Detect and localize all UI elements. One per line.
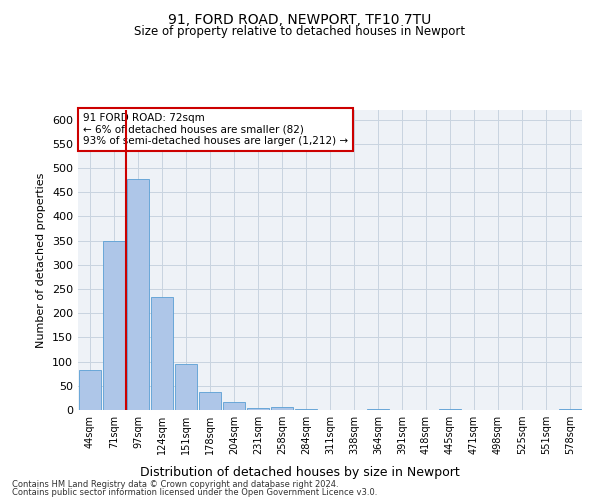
Bar: [199, 392, 221, 410]
Bar: [151, 298, 173, 410]
Y-axis label: Number of detached properties: Number of detached properties: [37, 172, 46, 348]
Bar: [439, 409, 461, 410]
Bar: [103, 240, 125, 410]
Bar: [223, 402, 245, 410]
Text: 91, FORD ROAD, NEWPORT, TF10 7TU: 91, FORD ROAD, NEWPORT, TF10 7TU: [169, 12, 431, 26]
Text: Size of property relative to detached houses in Newport: Size of property relative to detached ho…: [134, 25, 466, 38]
Bar: [367, 409, 389, 410]
Text: 91 FORD ROAD: 72sqm
← 6% of detached houses are smaller (82)
93% of semi-detache: 91 FORD ROAD: 72sqm ← 6% of detached hou…: [83, 113, 348, 146]
Bar: [175, 364, 197, 410]
Bar: [295, 409, 317, 410]
Bar: [559, 409, 581, 410]
Text: Distribution of detached houses by size in Newport: Distribution of detached houses by size …: [140, 466, 460, 479]
Bar: [247, 408, 269, 410]
Bar: [127, 178, 149, 410]
Text: Contains public sector information licensed under the Open Government Licence v3: Contains public sector information licen…: [12, 488, 377, 497]
Text: Contains HM Land Registry data © Crown copyright and database right 2024.: Contains HM Land Registry data © Crown c…: [12, 480, 338, 489]
Bar: [271, 406, 293, 410]
Bar: [79, 370, 101, 410]
